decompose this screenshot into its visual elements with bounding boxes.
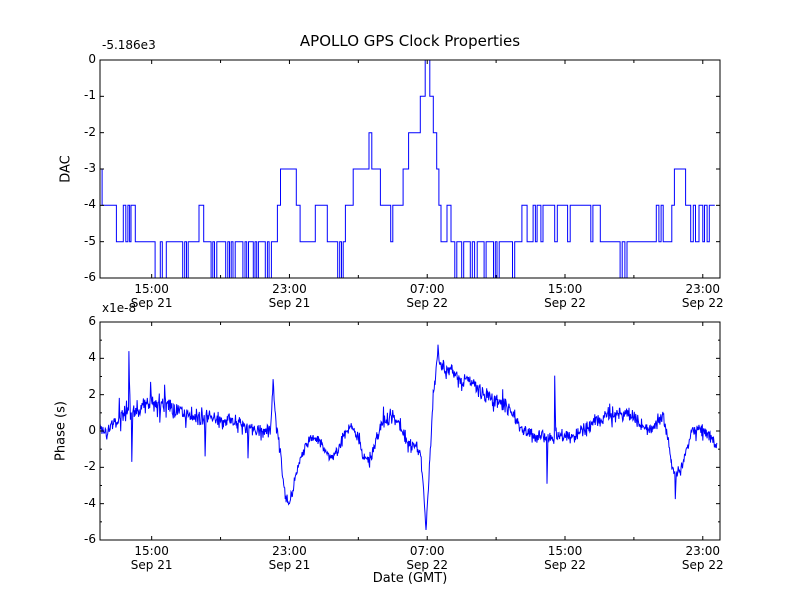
x-tick-label: 15:00 Sep 21 — [131, 544, 173, 572]
x-tick-time: 15:00 — [134, 544, 169, 558]
y-tick-label: -5 — [84, 233, 96, 248]
x-tick-time: 15:00 — [134, 282, 169, 296]
y-tick-label: 4 — [88, 350, 96, 365]
x-tick-label: 15:00 Sep 21 — [131, 282, 173, 310]
x-tick-time: 07:00 — [409, 544, 445, 558]
x-tick-date: Sep 22 — [544, 558, 586, 572]
y-tick-label: -4 — [84, 197, 96, 212]
y-tick-label: 6 — [88, 314, 96, 328]
x-tick-date: Sep 21 — [268, 296, 311, 310]
phase-scale-label: x1e-8 — [102, 301, 137, 315]
y-tick-label: -4 — [84, 495, 96, 510]
x-tick-time: 23:00 — [685, 282, 721, 296]
x-tick-time: 23:00 — [685, 544, 721, 558]
x-tick-label: 07:00 Sep 22 — [406, 544, 448, 572]
x-tick-date: Sep 21 — [130, 296, 173, 310]
x-tick-label: 07:00 Sep 22 — [406, 282, 448, 310]
y-tick-label: -1 — [84, 88, 96, 103]
y-tick-label: 2 — [88, 386, 96, 401]
x-tick-label: 23:00 Sep 22 — [682, 544, 724, 572]
y-tick-label: -2 — [84, 124, 96, 139]
y-tick-label: -2 — [84, 459, 96, 474]
dac-offset-label: -5.186e3 — [102, 38, 156, 52]
x-tick-time: 07:00 — [409, 282, 445, 296]
x-tick-time: 23:00 — [272, 544, 307, 558]
x-tick-date: Sep 21 — [268, 558, 311, 572]
y-tick-label: 0 — [88, 52, 96, 66]
x-tick-time: 15:00 — [547, 544, 583, 558]
x-tick-date: Sep 22 — [544, 296, 586, 310]
phase-noise-line — [99, 344, 718, 531]
x-tick-time: 15:00 — [547, 282, 583, 296]
x-tick-date: Sep 21 — [130, 558, 173, 572]
y-tick-label: 0 — [88, 423, 96, 437]
x-axis-label: Date (GMT) — [372, 571, 448, 586]
x-tick-label: 15:00 Sep 22 — [544, 282, 586, 310]
y-tick-label: -6 — [84, 270, 96, 284]
x-tick-label: 23:00 Sep 22 — [682, 282, 724, 310]
dac-step-line — [100, 59, 715, 279]
x-tick-date: Sep 22 — [681, 296, 724, 310]
y-tick-label: -3 — [84, 161, 96, 175]
x-tick-label: 23:00 Sep 21 — [269, 282, 311, 310]
x-tick-label: 15:00 Sep 22 — [544, 544, 586, 572]
axes-frame — [99, 321, 721, 541]
x-tick-date: Sep 22 — [681, 558, 724, 572]
chart-title: APOLLO GPS Clock Properties — [299, 32, 521, 50]
x-tick-date: Sep 22 — [406, 558, 449, 572]
x-tick-label: 23:00 Sep 21 — [269, 544, 311, 572]
x-tick-date: Sep 22 — [406, 296, 449, 310]
y-tick-label: -6 — [84, 532, 96, 546]
x-tick-time: 23:00 — [272, 282, 307, 296]
